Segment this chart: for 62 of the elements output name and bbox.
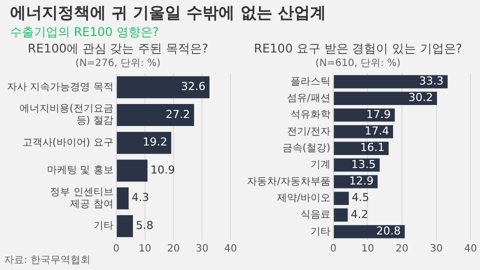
bar	[116, 104, 194, 126]
bar	[334, 75, 448, 88]
chart-title: RE100 요구 받은 경험이 있는 기업은?	[254, 41, 462, 56]
x-tick-label: 0	[330, 244, 337, 255]
text: 자료: 한국무역협회	[4, 254, 91, 267]
chart-title: RE100에 관심 갖는 주된 목적은?	[28, 41, 208, 56]
data-label: 10.9	[150, 163, 175, 176]
data-label: 4.5	[352, 191, 370, 204]
y-tick-label: 마케팅 및 홍보	[47, 165, 114, 176]
bar	[334, 225, 405, 238]
x-tick-label: 10	[138, 244, 152, 255]
y-tick-label: 자사 지속가능경영 목적	[7, 82, 114, 93]
data-label: 5.8	[136, 218, 154, 232]
bar	[116, 187, 129, 210]
text: 수출기업의 RE100 영향은?	[10, 24, 159, 41]
x-tick-label: 20	[396, 244, 408, 255]
bar	[116, 215, 133, 238]
data-label: 30.2	[408, 91, 434, 104]
x-tick-label: 30	[430, 244, 443, 255]
y-tick-label: 기타	[310, 226, 330, 238]
y-tick-label: 에너지비용(전기요금 등) 절감	[19, 104, 114, 127]
data-label: 27.2	[166, 108, 190, 121]
y-tick-label: 고객사(바이어) 요구	[22, 137, 114, 148]
y-tick-label: 제약/바이오	[276, 192, 330, 204]
x-tick-label: 40	[464, 244, 478, 255]
bar	[334, 192, 349, 205]
x-tick-label: 40	[224, 244, 238, 255]
data-label: 4.2	[350, 208, 368, 221]
y-tick-label: 식음료	[300, 210, 330, 221]
x-tick-label: 10	[361, 244, 374, 255]
bar	[116, 132, 172, 154]
data-label: 32.6	[180, 80, 206, 94]
y-tick-label: 석유화학	[290, 110, 330, 121]
chart-subtitle: (N=610, 단위: %)	[315, 58, 401, 69]
data-label: 20.8	[376, 224, 401, 238]
data-label: 13.5	[351, 158, 376, 171]
y-tick-label: 섬유/패션	[286, 92, 330, 104]
y-tick-label: 기계	[310, 160, 330, 171]
bar	[334, 208, 348, 222]
text: 에너지정책에 귀 기울일 수밖에 없는 산업계	[10, 3, 326, 24]
data-label: 12.9	[349, 174, 374, 188]
y-tick-label: 정부 인센티브 제공 참여	[50, 186, 114, 210]
bar	[334, 92, 438, 105]
y-tick-label: 금속(철강)	[282, 142, 330, 154]
data-label: 17.9	[366, 108, 391, 121]
data-label: 17.4	[364, 124, 390, 138]
bar	[116, 76, 210, 98]
x-tick-label: 20	[167, 244, 180, 255]
chart-subtitle: (N=276, 단위: %)	[75, 58, 161, 69]
data-label: 4.3	[132, 191, 150, 204]
data-label: 16.1	[360, 141, 385, 154]
x-tick-label: 0	[113, 244, 120, 255]
bar	[334, 108, 395, 122]
y-tick-label: 플라스틱	[290, 76, 330, 88]
data-label: 33.3	[419, 74, 444, 88]
bar	[334, 125, 394, 138]
y-tick-label: 전기/전자	[286, 126, 330, 138]
y-tick-label: 기타	[93, 220, 114, 232]
y-tick-label: 자동차/자동차부품	[246, 176, 330, 188]
bar	[116, 160, 148, 182]
data-label: 19.2	[142, 136, 168, 149]
x-tick-label: 30	[196, 244, 208, 255]
